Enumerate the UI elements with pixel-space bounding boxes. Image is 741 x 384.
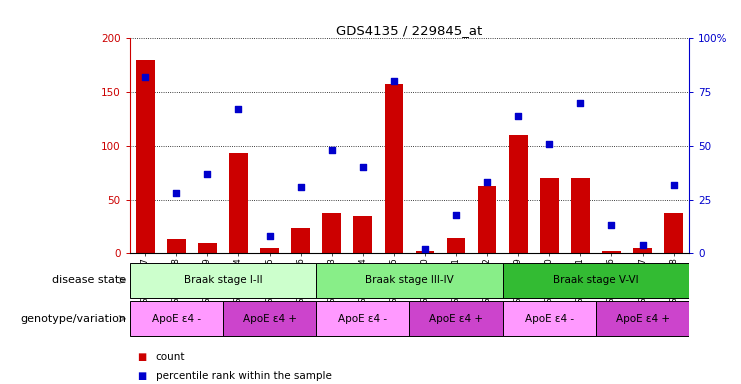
- Bar: [416, 251, 434, 253]
- Bar: [633, 248, 652, 253]
- Point: [264, 233, 276, 239]
- Point: [574, 100, 586, 106]
- Bar: [130, 301, 223, 336]
- Text: ApoE ε4 -: ApoE ε4 -: [525, 314, 574, 324]
- Bar: [223, 301, 316, 336]
- Point: [450, 212, 462, 218]
- Text: genotype/variation: genotype/variation: [20, 314, 126, 324]
- Bar: [596, 301, 689, 336]
- Point: [419, 246, 431, 252]
- Text: percentile rank within the sample: percentile rank within the sample: [156, 371, 331, 381]
- Text: Braak stage V-VI: Braak stage V-VI: [553, 275, 639, 285]
- Point: [357, 164, 369, 170]
- Bar: [291, 228, 310, 253]
- Bar: [447, 238, 465, 253]
- Bar: [316, 301, 409, 336]
- Bar: [260, 248, 279, 253]
- Text: count: count: [156, 352, 185, 362]
- Bar: [130, 263, 316, 298]
- Text: ApoE ε4 +: ApoE ε4 +: [616, 314, 670, 324]
- Bar: [316, 263, 502, 298]
- Bar: [385, 84, 403, 253]
- Bar: [478, 186, 496, 253]
- Text: disease state: disease state: [52, 275, 126, 285]
- Point: [637, 242, 648, 248]
- Point: [139, 74, 151, 80]
- Bar: [502, 301, 596, 336]
- Point: [295, 184, 307, 190]
- Bar: [664, 213, 683, 253]
- Text: ■: ■: [137, 352, 146, 362]
- Point: [605, 222, 617, 228]
- Bar: [353, 216, 372, 253]
- Bar: [540, 178, 559, 253]
- Bar: [509, 135, 528, 253]
- Title: GDS4135 / 229845_at: GDS4135 / 229845_at: [336, 24, 482, 37]
- Text: ApoE ε4 +: ApoE ε4 +: [429, 314, 483, 324]
- Text: ■: ■: [137, 371, 146, 381]
- Bar: [229, 154, 247, 253]
- Bar: [409, 301, 502, 336]
- Bar: [167, 240, 185, 253]
- Point: [481, 179, 493, 185]
- Bar: [571, 178, 590, 253]
- Bar: [136, 60, 155, 253]
- Point: [202, 171, 213, 177]
- Point: [233, 106, 245, 113]
- Bar: [602, 251, 621, 253]
- Point: [512, 113, 524, 119]
- Bar: [198, 243, 216, 253]
- Text: Braak stage III-IV: Braak stage III-IV: [365, 275, 453, 285]
- Text: ApoE ε4 -: ApoE ε4 -: [152, 314, 201, 324]
- Point: [388, 78, 400, 84]
- Text: ApoE ε4 +: ApoE ε4 +: [242, 314, 296, 324]
- Text: Braak stage I-II: Braak stage I-II: [184, 275, 262, 285]
- Point: [668, 182, 679, 188]
- Point: [170, 190, 182, 196]
- Point: [326, 147, 338, 153]
- Bar: [502, 263, 689, 298]
- Point: [543, 141, 555, 147]
- Text: ApoE ε4 -: ApoE ε4 -: [338, 314, 388, 324]
- Bar: [322, 213, 341, 253]
